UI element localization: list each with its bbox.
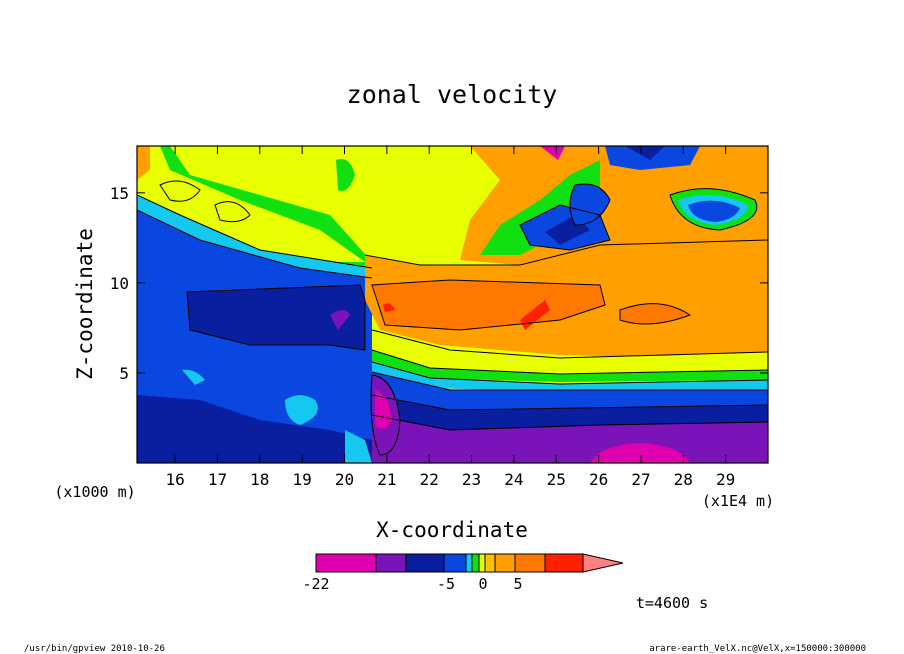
region-cyan-bottom [345, 430, 372, 463]
footer-left: /usr/bin/gpview 2010-10-26 [24, 644, 165, 654]
y-ticks: 5 10 15 [110, 184, 768, 383]
colorbar-segment [443, 553, 467, 573]
region-purple-small [330, 310, 350, 330]
x-tick-label: 26 [589, 470, 608, 489]
region-green-eddy [480, 160, 600, 255]
region-navy-lower [137, 395, 372, 463]
region-orange-patch [620, 303, 690, 324]
x-tick-label: 21 [377, 470, 396, 489]
y-tick-label: 10 [110, 274, 129, 293]
region-blue-eddy-right [688, 200, 740, 222]
time-label: t=4600 s [636, 594, 708, 612]
colorbar-segment [315, 553, 377, 573]
colorbar-segment [478, 553, 486, 573]
region-magenta-bottom [590, 443, 690, 463]
x-scale-note: (x1E4 m) [702, 492, 774, 510]
x-tick-label: 17 [208, 470, 227, 489]
region-cyan-small [182, 369, 205, 385]
region-red-patch [520, 300, 550, 330]
footer-right: arare-earth_VelX.nc@VelX,x=150000:300000 [649, 644, 866, 654]
colorbar-segment [375, 553, 407, 573]
y-tick-label: 15 [110, 184, 129, 203]
y-scale-note: (x1000 m) [54, 483, 135, 501]
region-orange-core [372, 280, 605, 330]
region-blue-band [372, 372, 768, 412]
region-magenta-top [540, 146, 565, 160]
region-navy-eddy-top [625, 146, 665, 160]
x-tick-label: 24 [504, 470, 523, 489]
region-green-small [336, 159, 355, 191]
contour-field [137, 146, 768, 463]
x-tick-label: 29 [716, 470, 735, 489]
colorbar-segment [471, 553, 480, 573]
colorbar-segment [405, 553, 445, 573]
region-blue-eddy-top [605, 146, 700, 170]
region-navy-band [372, 395, 768, 430]
colorbar-tick-label: 5 [513, 575, 522, 593]
colorbar-segment [484, 553, 496, 573]
x-tick-label: 25 [547, 470, 566, 489]
contour-lines [137, 180, 768, 456]
colorbar-tick-label: -22 [302, 575, 329, 593]
y-tick-label: 5 [119, 364, 129, 383]
x-tick-label: 18 [250, 470, 269, 489]
colorbar-arrow [582, 553, 624, 573]
x-tick-label: 28 [674, 470, 693, 489]
plot-frame [136, 145, 769, 464]
region-cyan-patch [285, 395, 318, 425]
region-cyan-band [372, 362, 768, 392]
region-magenta-lobe [375, 390, 392, 429]
x-tick-label: 22 [420, 470, 439, 489]
colorbar-segment [514, 553, 546, 573]
colorbar [315, 553, 624, 573]
x-tick-label: 27 [631, 470, 650, 489]
region-navy-upper [187, 285, 365, 350]
x-tick-label: 23 [462, 470, 481, 489]
region-green-band [372, 350, 768, 382]
x-tick-label: 20 [335, 470, 354, 489]
colorbar-tick-labels: -22 -5 0 5 [302, 575, 522, 593]
colorbar-segment [494, 553, 516, 573]
y-axis-label: Z-coordinate [73, 228, 97, 380]
colorbar-segment [544, 553, 584, 573]
colorbar-tick-label: -5 [437, 575, 455, 593]
x-tick-label: 19 [293, 470, 312, 489]
x-axis-label: X-coordinate [376, 518, 528, 542]
x-tick-label: 16 [165, 470, 184, 489]
colorbar-segment [465, 553, 473, 573]
colorbar-tick-label: 0 [478, 575, 487, 593]
region-orange-corner [137, 146, 150, 180]
region-yellow-band [372, 330, 768, 372]
x-ticks: 16 17 18 19 20 21 22 23 24 25 26 27 28 29 [165, 146, 735, 489]
chart-title: zonal velocity [347, 80, 558, 109]
region-red-small [383, 303, 395, 312]
